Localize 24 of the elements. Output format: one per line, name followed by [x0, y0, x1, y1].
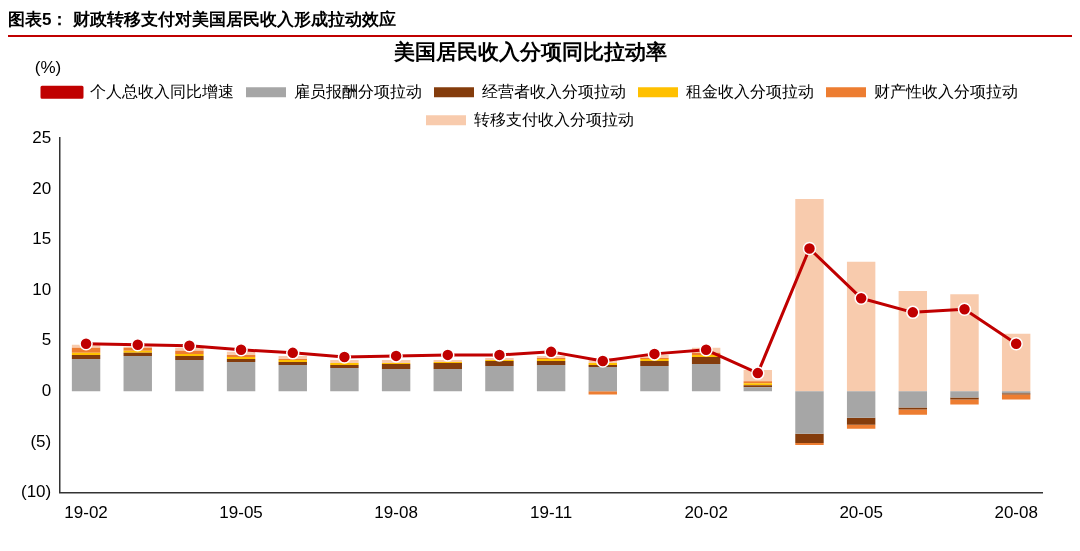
y-tick-label: 15	[32, 229, 52, 249]
x-tick-label: 19-08	[374, 503, 418, 523]
chart-title: 图表5： 财政转移支付对美国居民收入形成拉动效应	[8, 8, 1072, 37]
y-axis-title: (%)	[34, 58, 62, 78]
x-tick-label: 20-05	[839, 503, 883, 523]
legend-label: 财产性收入分项拉动	[874, 82, 1018, 100]
legend-label: 租金收入分项拉动	[686, 82, 814, 100]
y-tick-label: 5	[41, 330, 52, 350]
y-tick-label: 25	[32, 127, 52, 147]
x-tick-label: 20-08	[994, 503, 1038, 523]
y-tick-label: (10)	[21, 482, 52, 502]
y-tick-label: 20	[32, 178, 52, 198]
chart-subtitle: 美国居民收入分项同比拉动率	[392, 40, 667, 64]
x-tick-label: 19-05	[219, 503, 263, 523]
x-tick-label: 20-02	[684, 503, 728, 523]
y-tick-label: (5)	[30, 431, 52, 451]
y-tick-label: 10	[32, 279, 52, 299]
legend-label: 雇员报酬分项拉动	[294, 82, 422, 100]
y-tick-label: 0	[41, 381, 52, 401]
x-tick-label: 19-02	[64, 503, 108, 523]
legend-label: 个人总收入同比增速	[90, 82, 234, 100]
legend-label: 经营者收入分项拉动	[482, 82, 626, 100]
x-tick-label: 19-11	[530, 503, 573, 523]
legend-label: 转移支付收入分项拉动	[474, 110, 634, 128]
